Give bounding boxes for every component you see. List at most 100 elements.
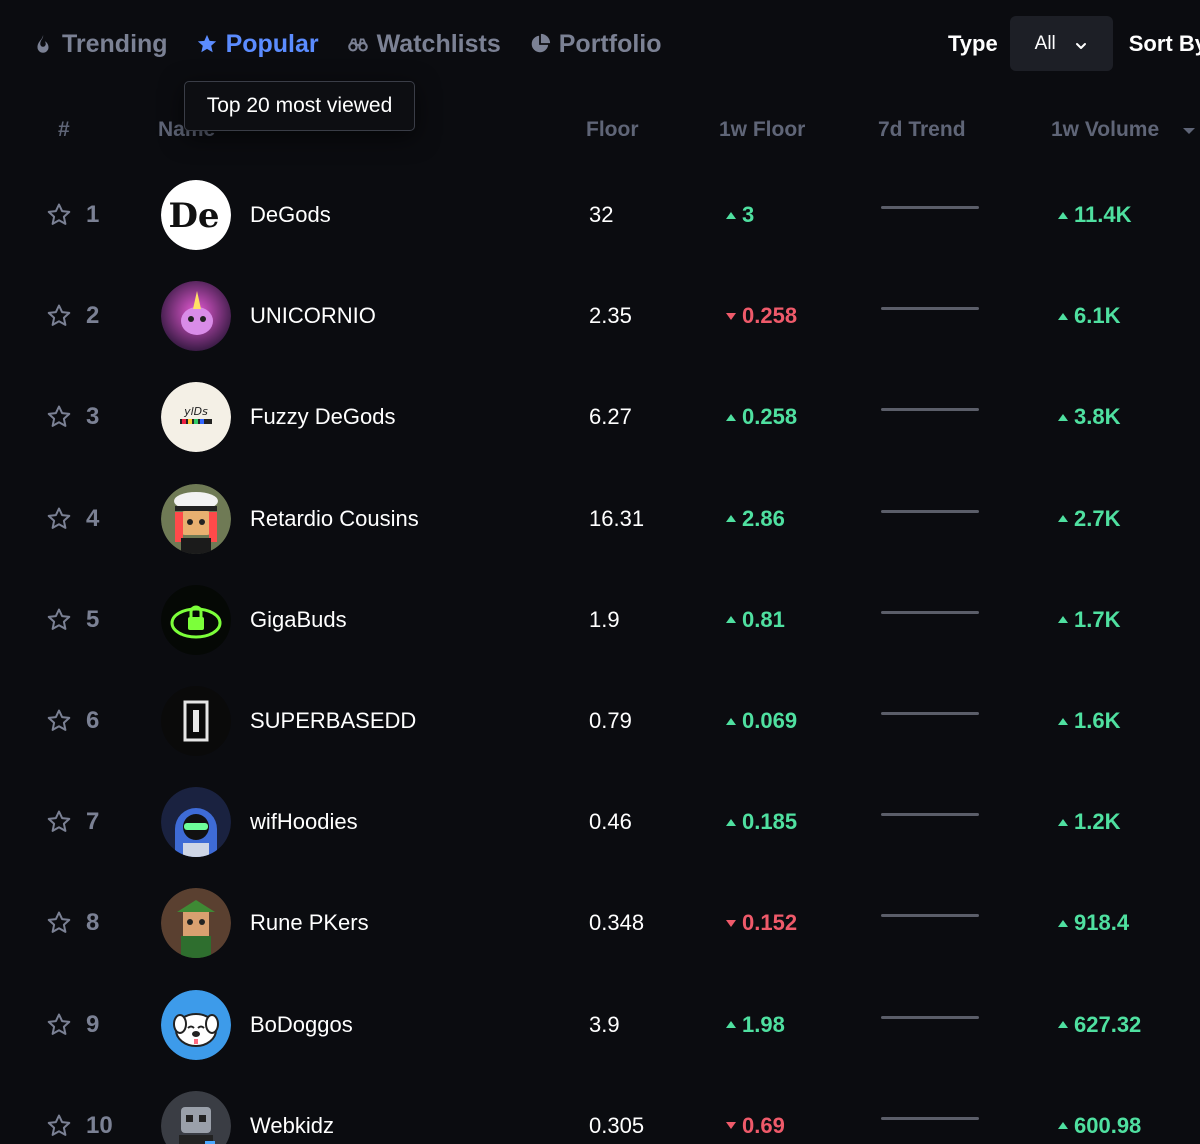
tab-popular[interactable]: Popular xyxy=(196,30,319,59)
volume: 1.7K xyxy=(1058,607,1120,633)
floor-change-value: 0.185 xyxy=(742,809,798,835)
tab-watchlists[interactable]: Watchlists xyxy=(347,30,501,59)
watchlist-star-icon[interactable] xyxy=(46,910,72,936)
collection-avatar[interactable]: ylDs xyxy=(161,382,231,453)
collection-avatar[interactable] xyxy=(161,888,231,959)
floor-change: 0.69 xyxy=(726,1113,785,1139)
watchlist-star-icon[interactable] xyxy=(46,506,72,532)
rank: 8 xyxy=(86,909,100,937)
collection-name[interactable]: Webkidz xyxy=(250,1112,334,1138)
floor-change: 2.86 xyxy=(726,506,785,532)
column-header-floor[interactable]: Floor xyxy=(586,118,639,141)
caret-up-icon xyxy=(726,818,736,826)
floor-change: 1.98 xyxy=(726,1012,785,1038)
collection-avatar[interactable] xyxy=(161,281,231,352)
watchlist-star-icon[interactable] xyxy=(46,1113,72,1139)
rank: 6 xyxy=(86,707,100,734)
volume-value: 3.8K xyxy=(1074,404,1121,430)
volume-value: 2.7K xyxy=(1074,505,1121,531)
caret-up-icon xyxy=(1058,818,1068,826)
trend-sparkline xyxy=(881,307,979,311)
collection-name[interactable]: DeGods xyxy=(250,202,331,227)
collection-name[interactable]: Fuzzy DeGods xyxy=(250,404,396,430)
floor-price: 32 xyxy=(589,202,614,227)
collection-name[interactable]: wifHoodies xyxy=(250,809,358,835)
chevron-down-icon xyxy=(1074,37,1088,51)
sort-caret-icon[interactable] xyxy=(1183,128,1195,134)
floor-change-value: 0.069 xyxy=(742,708,798,733)
volume-value: 11.4K xyxy=(1074,202,1132,227)
trend-sparkline xyxy=(881,206,979,209)
rank: 5 xyxy=(86,605,100,633)
collection-avatar[interactable] xyxy=(161,584,231,655)
floor-change: 0.185 xyxy=(726,809,797,835)
collection-avatar[interactable] xyxy=(161,787,231,858)
caret-up-icon xyxy=(1058,413,1068,421)
type-label: Type xyxy=(948,30,998,56)
floor-change: 3 xyxy=(726,202,754,228)
caret-down-icon xyxy=(726,919,736,927)
rank: 9 xyxy=(86,1010,100,1038)
watchlist-star-icon[interactable] xyxy=(46,303,72,329)
type-select[interactable]: All xyxy=(1009,16,1113,71)
caret-down-icon xyxy=(726,312,736,320)
volume: 11.4K xyxy=(1058,202,1132,228)
watchlist-star-icon[interactable] xyxy=(46,404,72,430)
collection-avatar[interactable] xyxy=(161,483,231,554)
column-header-volume[interactable]: 1w Volume xyxy=(1051,118,1160,141)
rank: 10 xyxy=(86,1111,113,1139)
watchlist-star-icon[interactable] xyxy=(46,202,72,228)
floor-price: 3.9 xyxy=(589,1011,620,1037)
trend-sparkline xyxy=(881,408,979,412)
floor-change: 0.152 xyxy=(726,910,797,936)
floor-price: 6.27 xyxy=(589,404,632,430)
trend-sparkline xyxy=(881,1116,979,1120)
collection-name[interactable]: SUPERBASEDD xyxy=(250,708,417,733)
collection-avatar[interactable]: De xyxy=(161,180,231,250)
trend-sparkline xyxy=(881,712,979,715)
rank: 7 xyxy=(86,808,100,836)
watchlist-star-icon[interactable] xyxy=(46,607,72,633)
watchlist-star-icon[interactable] xyxy=(46,809,72,835)
watchlist-star-icon[interactable] xyxy=(46,1012,72,1038)
caret-up-icon xyxy=(1058,1021,1068,1029)
collection-avatar[interactable] xyxy=(161,686,231,756)
floor-price: 0.305 xyxy=(589,1112,645,1138)
volume-value: 6.1K xyxy=(1074,303,1121,329)
caret-up-icon xyxy=(726,413,736,421)
floor-change-value: 2.86 xyxy=(742,505,785,531)
floor-price: 0.79 xyxy=(589,708,632,733)
collection-name[interactable]: BoDoggos xyxy=(250,1011,353,1037)
collection-name[interactable]: GigaBuds xyxy=(250,606,347,632)
collection-name[interactable]: Rune PKers xyxy=(250,910,369,936)
pie-chart-icon xyxy=(529,33,551,55)
watchlist-star-icon[interactable] xyxy=(46,708,72,734)
collection-name[interactable]: Retardio Cousins xyxy=(250,505,419,531)
trend-sparkline xyxy=(881,509,979,513)
rank: 4 xyxy=(86,504,100,532)
floor-price: 1.9 xyxy=(589,606,620,632)
collection-name[interactable]: UNICORNIO xyxy=(250,303,376,329)
tab-portfolio[interactable]: Portfolio xyxy=(529,30,662,59)
caret-up-icon xyxy=(1058,211,1068,219)
floor-change: 0.258 xyxy=(726,303,797,329)
collection-avatar[interactable] xyxy=(161,1090,231,1144)
caret-down-icon xyxy=(726,1122,736,1130)
tab-trending[interactable]: Trending xyxy=(32,30,168,59)
volume: 1.6K xyxy=(1058,708,1120,734)
floor-change-value: 1.98 xyxy=(742,1011,785,1037)
trend-sparkline xyxy=(881,914,979,918)
popular-tooltip: Top 20 most viewed xyxy=(184,81,415,131)
tab-watchlists-label: Watchlists xyxy=(376,29,501,58)
volume: 2.7K xyxy=(1058,506,1120,532)
floor-change-value: 3 xyxy=(742,202,755,227)
floor-change-value: 0.69 xyxy=(742,1112,785,1138)
rank: 2 xyxy=(86,302,100,330)
floor-change-value: 0.258 xyxy=(742,404,798,430)
collection-avatar[interactable] xyxy=(161,989,231,1060)
sort-by-label[interactable]: Sort By xyxy=(1128,30,1200,56)
caret-up-icon xyxy=(1058,515,1068,523)
column-header-floor-change[interactable]: 1w Floor xyxy=(719,118,806,141)
caret-up-icon xyxy=(726,1021,736,1029)
floor-change: 0.81 xyxy=(726,607,785,633)
